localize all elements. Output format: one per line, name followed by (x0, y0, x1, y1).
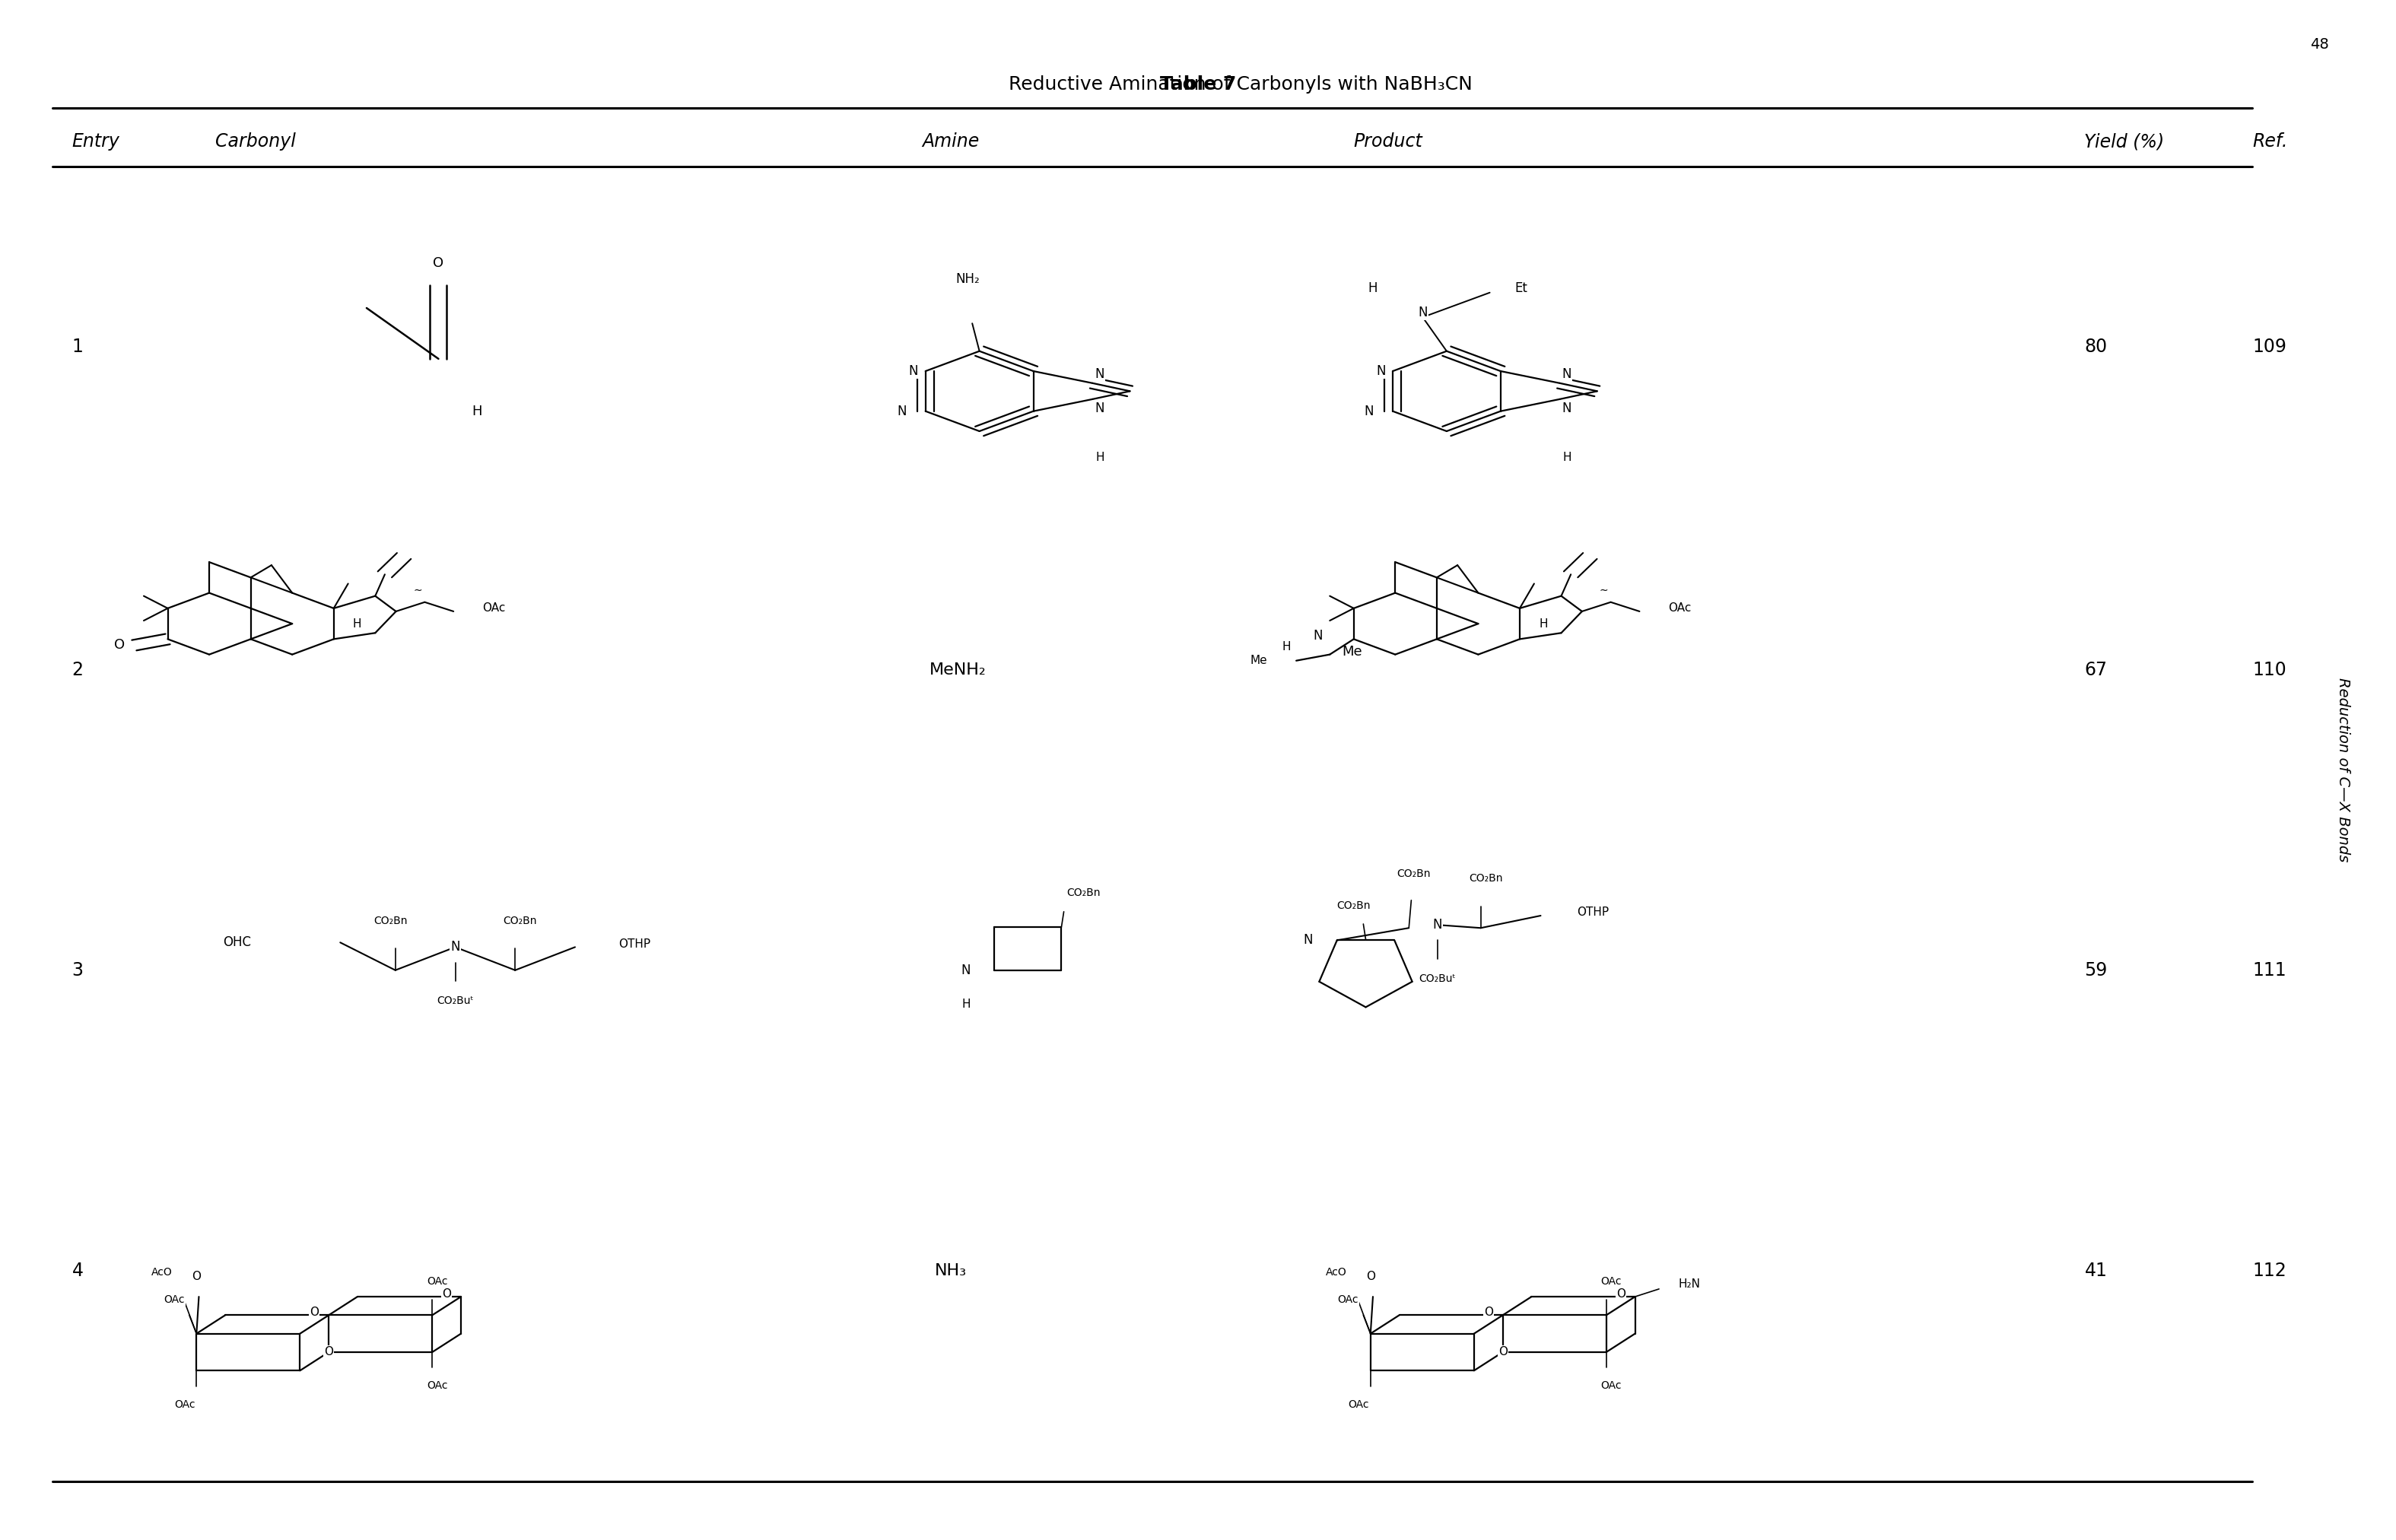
Text: AcO: AcO (151, 1267, 173, 1277)
Text: OTHP: OTHP (618, 938, 649, 950)
Text: OAc: OAc (1337, 1295, 1359, 1304)
Text: O: O (323, 1346, 333, 1358)
Text: N: N (1375, 365, 1385, 377)
Text: N: N (1363, 405, 1373, 417)
Text: O: O (1366, 1270, 1375, 1283)
Text: AcO: AcO (1325, 1267, 1347, 1277)
Text: N: N (450, 941, 460, 953)
Text: Yield (%): Yield (%) (2085, 132, 2164, 151)
Text: CO₂Buᵗ: CO₂Buᵗ (436, 996, 474, 1006)
Text: Reduction of C—X Bonds: Reduction of C—X Bonds (2336, 678, 2350, 862)
Text: 112: 112 (2252, 1261, 2286, 1280)
Text: H: H (472, 405, 482, 417)
Text: NH₃: NH₃ (934, 1263, 966, 1278)
Text: N: N (908, 365, 918, 377)
Text: H: H (961, 998, 970, 1010)
Text: OAc: OAc (163, 1295, 184, 1304)
Text: OAc: OAc (1349, 1400, 1368, 1409)
Text: N: N (896, 405, 906, 417)
Text: OAc: OAc (1601, 1381, 1622, 1391)
Text: N: N (1418, 306, 1428, 319)
Text: CO₂Bn: CO₂Bn (1066, 889, 1100, 898)
Text: 1: 1 (72, 337, 84, 356)
Text: H: H (1562, 451, 1572, 464)
Text: Et: Et (1514, 282, 1526, 294)
Text: O: O (309, 1306, 319, 1318)
Text: OAc: OAc (175, 1400, 194, 1409)
Text: Entry: Entry (72, 132, 120, 151)
Text: N: N (961, 964, 970, 976)
Text: Amine: Amine (922, 132, 980, 151)
Text: O: O (1498, 1346, 1507, 1358)
Text: CO₂Bn: CO₂Bn (1337, 901, 1371, 910)
Text: N: N (1095, 402, 1105, 416)
Text: CO₂Buᵗ: CO₂Buᵗ (1418, 973, 1457, 984)
Text: Ref.: Ref. (2252, 132, 2288, 151)
Text: O: O (441, 1287, 450, 1300)
Text: OHC: OHC (223, 936, 252, 949)
Text: OAc: OAc (482, 602, 506, 614)
Text: OAc: OAc (1668, 602, 1692, 614)
Text: ∼: ∼ (412, 585, 422, 594)
Text: NH₂: NH₂ (956, 273, 980, 285)
Text: N: N (1562, 367, 1572, 380)
Text: H: H (352, 618, 362, 630)
Text: H: H (1095, 451, 1105, 464)
Text: CO₂Bn: CO₂Bn (1469, 873, 1502, 884)
Text: CO₂Bn: CO₂Bn (374, 916, 407, 926)
Text: H: H (1282, 641, 1291, 653)
Text: Reductive Amination of Carbonyls with NaBH₃CN: Reductive Amination of Carbonyls with Na… (922, 75, 1474, 94)
Text: 111: 111 (2252, 961, 2286, 979)
Text: O: O (115, 639, 125, 651)
Text: 109: 109 (2252, 337, 2286, 356)
Text: N: N (1313, 630, 1323, 642)
Text: Me: Me (1342, 645, 1361, 658)
Text: Product: Product (1354, 132, 1423, 151)
Text: CO₂Bn: CO₂Bn (1397, 869, 1430, 879)
Text: OAc: OAc (1601, 1277, 1622, 1286)
Text: H₂N: H₂N (1677, 1278, 1701, 1291)
Text: CO₂Bn: CO₂Bn (503, 916, 537, 926)
Text: O: O (192, 1270, 201, 1283)
Text: N: N (1433, 918, 1442, 932)
Text: 3: 3 (72, 961, 84, 979)
Text: ∼: ∼ (1598, 585, 1608, 594)
Text: H: H (1368, 282, 1378, 294)
Text: O: O (434, 257, 443, 269)
Text: 2: 2 (72, 661, 84, 679)
Text: N: N (1303, 933, 1313, 947)
Text: 80: 80 (2085, 337, 2108, 356)
Text: 48: 48 (2310, 37, 2329, 51)
Text: 41: 41 (2085, 1261, 2106, 1280)
Text: Carbonyl: Carbonyl (216, 132, 297, 151)
Text: OAc: OAc (426, 1277, 448, 1286)
Text: 59: 59 (2085, 961, 2108, 979)
Text: OAc: OAc (426, 1381, 448, 1391)
Text: Me: Me (1251, 654, 1267, 667)
Text: 67: 67 (2085, 661, 2108, 679)
Text: N: N (1095, 367, 1105, 380)
Text: 4: 4 (72, 1261, 84, 1280)
Text: Table 7: Table 7 (1160, 75, 1236, 94)
Text: H: H (1538, 618, 1548, 630)
Text: O: O (1483, 1306, 1493, 1318)
Text: OTHP: OTHP (1577, 907, 1608, 918)
Text: 110: 110 (2252, 661, 2286, 679)
Text: N: N (1562, 402, 1572, 416)
Text: O: O (1615, 1287, 1624, 1300)
Text: MeNH₂: MeNH₂ (930, 662, 987, 678)
